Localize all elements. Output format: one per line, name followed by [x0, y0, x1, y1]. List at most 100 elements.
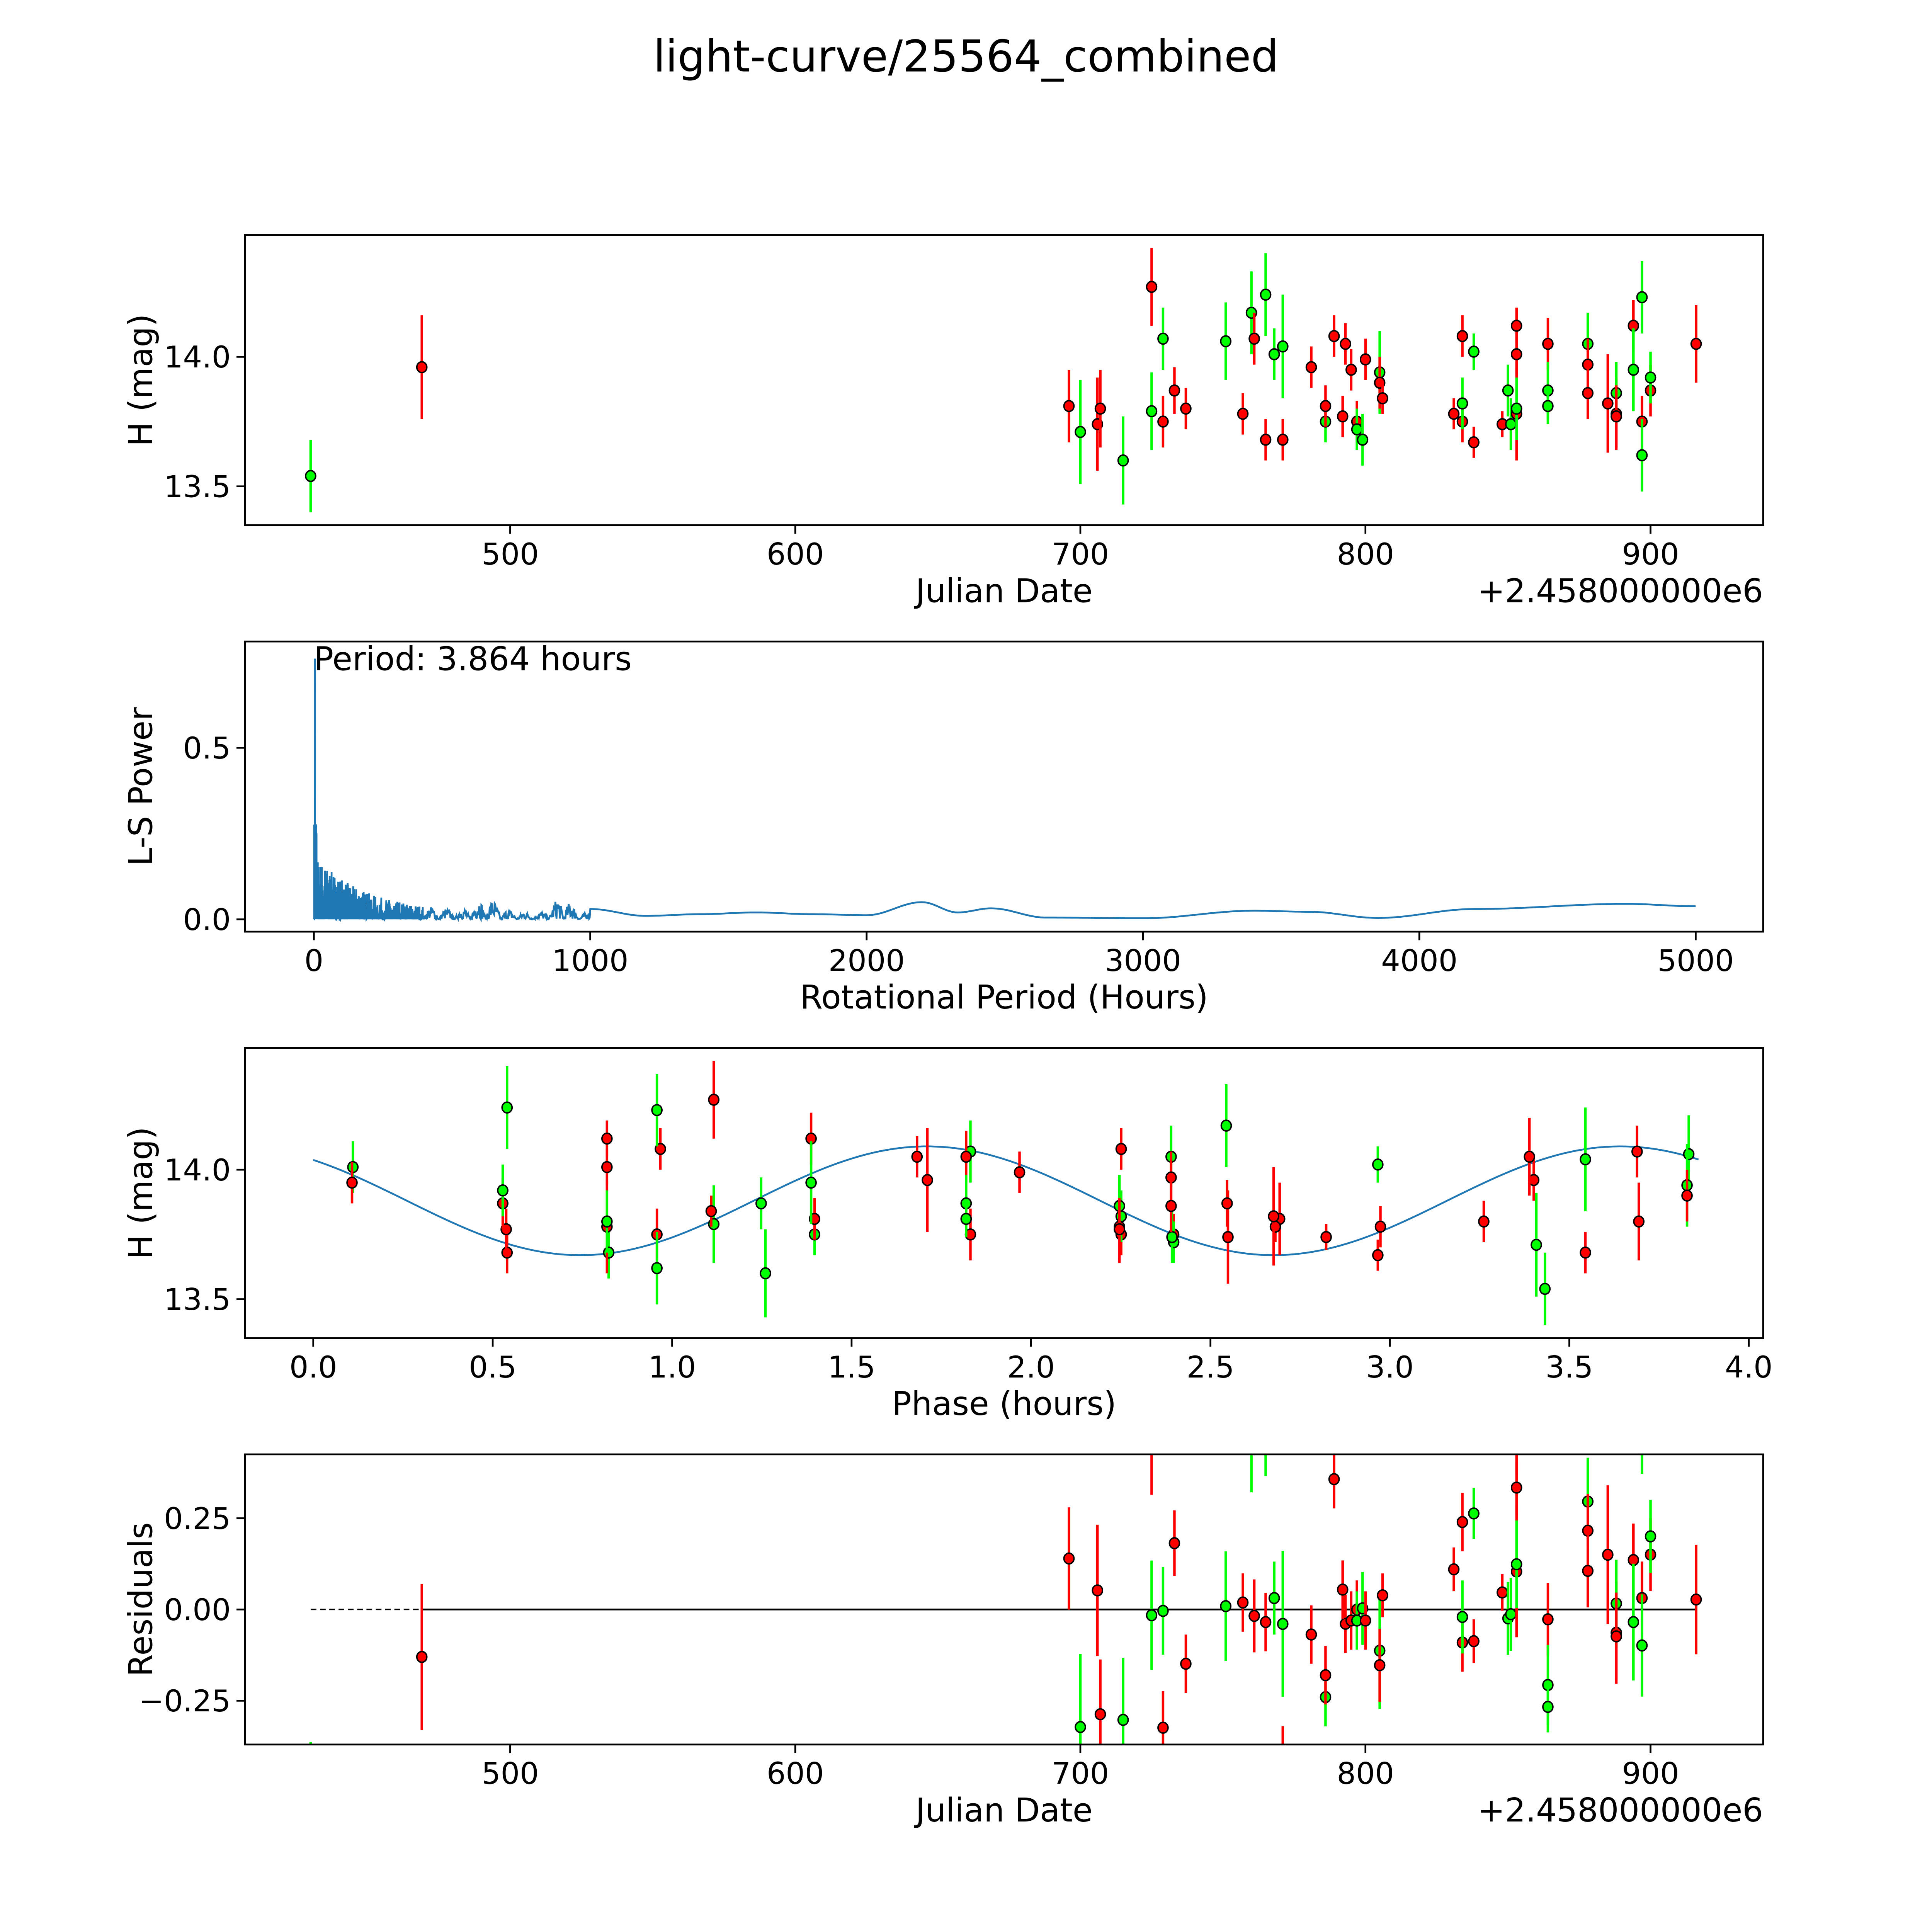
observation-point: [1510, 348, 1522, 361]
residual-point: [1611, 1630, 1622, 1643]
observation-point: [1320, 400, 1332, 412]
x-tick-label: 1.5: [828, 1350, 876, 1385]
phased-point: [760, 1267, 771, 1280]
residual-point: [1117, 1714, 1129, 1726]
x-tick-label: 4000: [1381, 944, 1458, 978]
residual-point: [1157, 1605, 1169, 1617]
residual-point: [1220, 1600, 1232, 1612]
phased-point: [1683, 1148, 1695, 1160]
residual-point: [1237, 1596, 1249, 1609]
x-tick-label: 500: [481, 537, 539, 572]
observation-point: [1611, 410, 1622, 423]
phased-point: [1221, 1197, 1233, 1210]
observation-point: [1277, 340, 1289, 353]
y-axis-label: H (mag): [122, 314, 160, 446]
x-tick-label: 1000: [552, 944, 629, 978]
x-tick-label: 4.0: [1725, 1350, 1773, 1385]
observation-point: [1690, 338, 1702, 350]
phased-point: [1222, 1231, 1234, 1243]
residual-point: [1510, 1481, 1522, 1494]
observation-point: [1117, 454, 1129, 467]
residual-point: [1146, 1609, 1158, 1622]
residual-point: [1505, 1608, 1517, 1621]
phased-point: [1269, 1220, 1281, 1233]
plot-area: [309, 1435, 1702, 1745]
phased-point: [1531, 1238, 1542, 1251]
residual-point: [1260, 1616, 1272, 1628]
phased-point: [346, 1176, 358, 1189]
axes-frame: [244, 640, 1764, 933]
phased-point: [1014, 1166, 1026, 1179]
residual-point: [1636, 1639, 1648, 1652]
x-tick-label: 3.5: [1546, 1350, 1594, 1385]
x-tick-label: 500: [481, 1757, 539, 1791]
residual-point: [1248, 1610, 1260, 1622]
phased-point: [1165, 1200, 1177, 1212]
phased-point: [1220, 1119, 1232, 1132]
observation-point: [1340, 338, 1351, 350]
observation-point: [1328, 330, 1340, 342]
plot-area: [305, 248, 1702, 512]
observation-point: [1268, 348, 1280, 361]
phased-point: [497, 1184, 509, 1197]
y-tick-label: 0.25: [164, 1502, 231, 1536]
phased-point: [755, 1197, 767, 1210]
phased-point: [1374, 1220, 1386, 1233]
x-tick-label: 2.5: [1187, 1350, 1235, 1385]
residual-point: [1277, 1617, 1289, 1630]
phased-point: [1681, 1189, 1693, 1202]
phased-point: [501, 1101, 513, 1114]
y-tick-label: 14.0: [164, 1153, 231, 1188]
phased-point: [708, 1094, 720, 1106]
x-tick-label: 0.0: [289, 1350, 337, 1385]
observation-point: [1063, 400, 1075, 412]
plot-area: [313, 658, 1696, 923]
observation-point: [1542, 338, 1554, 350]
observation-point: [1180, 402, 1192, 415]
residual-point: [1645, 1530, 1656, 1543]
observation-point: [1075, 426, 1086, 438]
residual-point: [1456, 1611, 1468, 1623]
x-axis-label: Rotational Period (Hours): [800, 978, 1208, 1016]
residual-point: [1510, 1558, 1522, 1571]
residual-point: [1582, 1565, 1594, 1577]
phased-point: [1372, 1249, 1384, 1262]
observation-point: [1582, 387, 1594, 400]
observation-point: [1157, 415, 1169, 428]
observation-point: [1510, 402, 1522, 415]
residual-point: [1456, 1516, 1468, 1528]
y-axis-label: Residuals: [122, 1522, 160, 1677]
residual-point: [1628, 1616, 1639, 1628]
observation-point: [1248, 332, 1260, 345]
observation-point: [305, 470, 316, 482]
phased-point: [601, 1215, 613, 1228]
figure-title: light-curve/25564_combined: [653, 31, 1279, 82]
observation-point: [1305, 361, 1317, 374]
phased-point: [1478, 1215, 1490, 1228]
x-tick-label: 3.0: [1366, 1350, 1414, 1385]
x-axis-label: Julian Date: [913, 572, 1092, 610]
residual-point: [1075, 1721, 1086, 1733]
phased-point: [651, 1262, 663, 1274]
plot-area: [313, 1061, 1699, 1325]
phased-point: [1524, 1150, 1535, 1163]
observation-point: [1510, 320, 1522, 332]
residual-point: [1374, 1659, 1386, 1672]
panel-2: 0 1000 2000 3000 4000 5000 0.0 0.5 Rotational Pe…: [122, 640, 1764, 1016]
observation-point: [1260, 434, 1272, 446]
phased-point: [805, 1176, 817, 1189]
x-tick-label: 600: [767, 1757, 824, 1791]
residual-point: [1359, 1614, 1371, 1627]
x-axis-label: Julian Date: [913, 1791, 1092, 1829]
panel-4: 500 600 700 800 900 −0.25 0.00 0.25 Julian Date R…: [122, 1435, 1764, 1829]
x-tick-label: 0.5: [469, 1350, 517, 1385]
observation-point: [1636, 291, 1648, 303]
observation-point: [1468, 436, 1480, 449]
y-tick-label: 13.5: [164, 1282, 231, 1317]
panel-1: 500 600 700 800 900 13.5 14.0 Julian Date H (mag…: [122, 234, 1764, 610]
observation-point: [1220, 335, 1232, 347]
residual-point: [1146, 1435, 1156, 1446]
x-tick-label: 2000: [828, 944, 905, 978]
x-tick-label: 800: [1337, 537, 1394, 572]
observation-point: [1602, 397, 1614, 410]
